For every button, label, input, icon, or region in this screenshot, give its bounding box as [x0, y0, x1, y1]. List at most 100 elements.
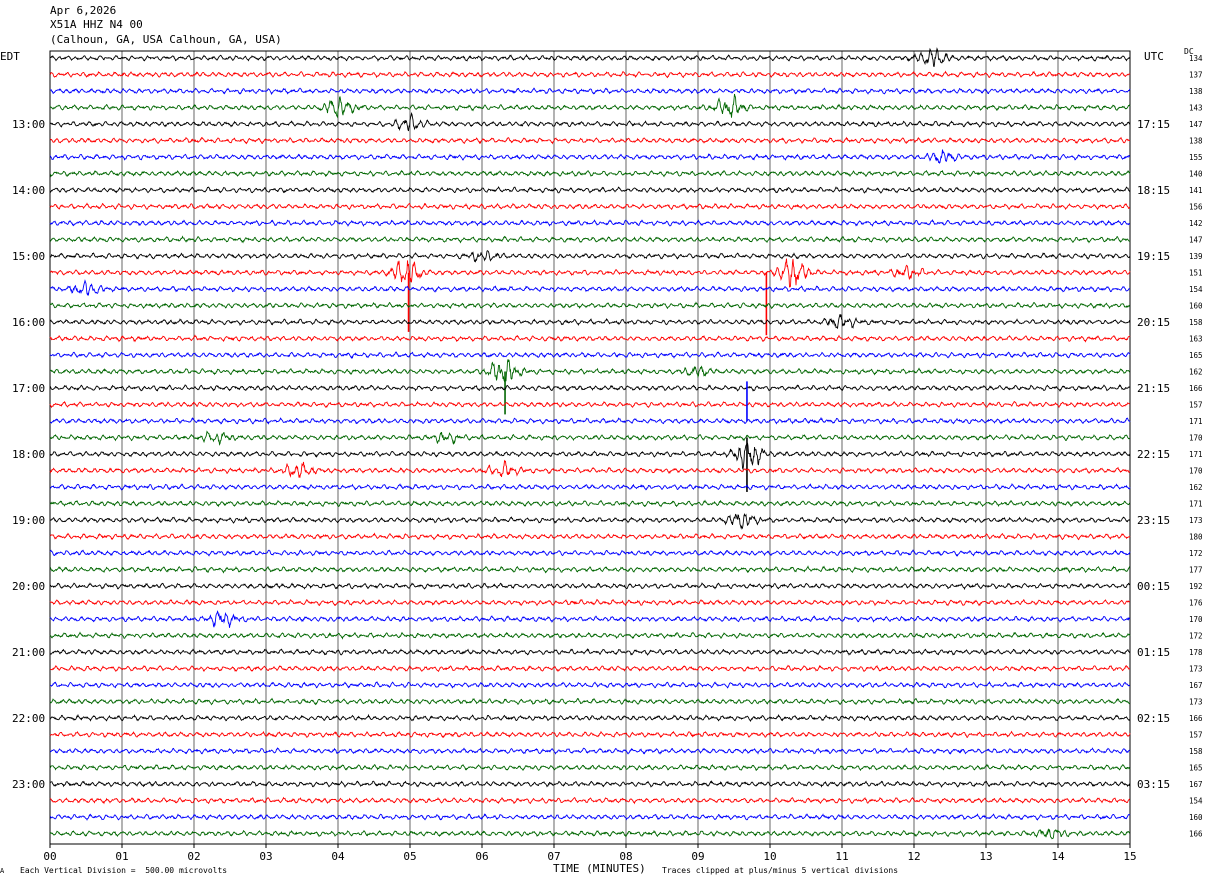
edt-hour-label: 16:00: [12, 316, 45, 329]
dc-value-label: 158: [1189, 318, 1203, 327]
dc-value-label: 170: [1189, 467, 1203, 476]
trace-line: [49, 648, 1131, 656]
x-tick-label: 11: [835, 850, 848, 863]
x-tick-label: 15: [1123, 850, 1136, 863]
trace-line: [49, 442, 1131, 470]
trace-line: [49, 582, 1131, 591]
trace-line: [49, 384, 1131, 392]
dc-label: DC: [1184, 47, 1194, 56]
x-tick-label: 09: [691, 850, 704, 863]
x-tick-label: 13: [979, 850, 992, 863]
plot-date: Apr 6,2026: [50, 4, 117, 17]
dc-value-label: 171: [1189, 417, 1203, 426]
trace-line: [49, 747, 1131, 755]
utc-hour-label: 00:15: [1137, 580, 1170, 593]
utc-hour-label: 22:15: [1137, 448, 1170, 461]
trace-line: [49, 169, 1131, 178]
dc-value-label: 156: [1189, 203, 1203, 212]
dc-value-label: 157: [1189, 731, 1203, 740]
dc-value-label: 172: [1189, 549, 1203, 558]
trace-line: [49, 149, 1130, 164]
trace-line: [49, 610, 1131, 628]
trace-line: [49, 828, 1130, 840]
trace-line: [50, 681, 1131, 689]
dc-value-label: 138: [1189, 137, 1203, 146]
trace-line: [49, 513, 1131, 530]
x-tick-label: 02: [187, 850, 200, 863]
dc-value-label: 167: [1189, 780, 1203, 789]
trace-line: [49, 70, 1131, 79]
clip-note: Traces clipped at plus/minus 5 vertical …: [662, 866, 899, 875]
trace-line: [49, 796, 1130, 805]
dc-value-label: 134: [1189, 54, 1203, 63]
trace-line: [49, 400, 1131, 409]
x-tick-label: 04: [331, 850, 345, 863]
dc-value-label: 147: [1189, 120, 1203, 129]
dc-value-label: 170: [1189, 434, 1203, 443]
dc-value-label: 160: [1189, 813, 1203, 822]
trace-line: [49, 713, 1131, 722]
x-tick-label: 03: [259, 850, 272, 863]
utc-hour-label: 03:15: [1137, 778, 1170, 791]
dc-value-label: 154: [1189, 285, 1203, 294]
dc-value-label: 170: [1189, 615, 1203, 624]
edt-hour-label: 15:00: [12, 250, 45, 263]
dc-value-label: 140: [1189, 170, 1203, 179]
trace-line: [49, 111, 1131, 132]
dc-value-label: 171: [1189, 500, 1203, 509]
x-tick-label: 14: [1051, 850, 1065, 863]
dc-value-label: 166: [1189, 830, 1203, 839]
dc-value-label: 141: [1189, 186, 1203, 195]
trace-line: [49, 136, 1131, 145]
dc-value-label: 178: [1189, 648, 1203, 657]
trace-line: [49, 416, 1131, 425]
x-tick-label: 10: [763, 850, 776, 863]
edt-hour-label: 13:00: [12, 118, 45, 131]
edt-label: EDT: [0, 50, 20, 63]
trace-line: [49, 359, 1131, 383]
utc-hour-label: 01:15: [1137, 646, 1170, 659]
x-tick-label: 00: [43, 850, 56, 863]
trace-line: [49, 235, 1131, 244]
utc-hour-label: 18:15: [1137, 184, 1170, 197]
dc-value-label: 163: [1189, 335, 1203, 344]
trace-line: [49, 664, 1130, 673]
dc-value-label: 166: [1189, 384, 1203, 393]
utc-hour-label: 23:15: [1137, 514, 1170, 527]
dc-value-label: 172: [1189, 632, 1203, 641]
dc-value-label: 157: [1189, 401, 1203, 410]
trace-line: [49, 565, 1131, 574]
edt-hour-label: 14:00: [12, 184, 45, 197]
dc-value-label: 143: [1189, 104, 1203, 113]
trace-line: [49, 279, 1131, 297]
trace-line: [49, 499, 1131, 508]
utc-label: UTC: [1144, 50, 1164, 63]
dc-value-label: 171: [1189, 450, 1203, 459]
trace-line: [49, 430, 1130, 446]
dc-value-label: 160: [1189, 302, 1203, 311]
edt-hour-label: 20:00: [12, 580, 45, 593]
trace-line: [49, 697, 1131, 706]
utc-hour-label: 17:15: [1137, 118, 1170, 131]
trace-line: [49, 631, 1131, 640]
dc-value-label: 173: [1189, 665, 1203, 674]
utc-hour-label: 02:15: [1137, 712, 1170, 725]
dc-value-label: 173: [1189, 516, 1203, 525]
dc-value-label: 167: [1189, 681, 1203, 690]
dc-value-label: 138: [1189, 87, 1203, 96]
x-axis-title: TIME (MINUTES): [553, 862, 646, 875]
trace-line: [49, 218, 1131, 227]
x-tick-label: 12: [907, 850, 920, 863]
x-tick-label: 05: [403, 850, 416, 863]
trace-line: [49, 482, 1131, 491]
dc-value-label: 173: [1189, 698, 1203, 707]
edt-hour-label: 22:00: [12, 712, 45, 725]
dc-value-label: 155: [1189, 153, 1203, 162]
trace-line: [49, 459, 1131, 479]
utc-hour-label: 20:15: [1137, 316, 1170, 329]
station-id: X51A HHZ N4 00: [50, 18, 143, 31]
x-tick-label: 07: [547, 850, 560, 863]
trace-line: [50, 47, 1131, 68]
dc-value-label: 165: [1189, 351, 1203, 360]
dc-value-label: 154: [1189, 797, 1203, 806]
